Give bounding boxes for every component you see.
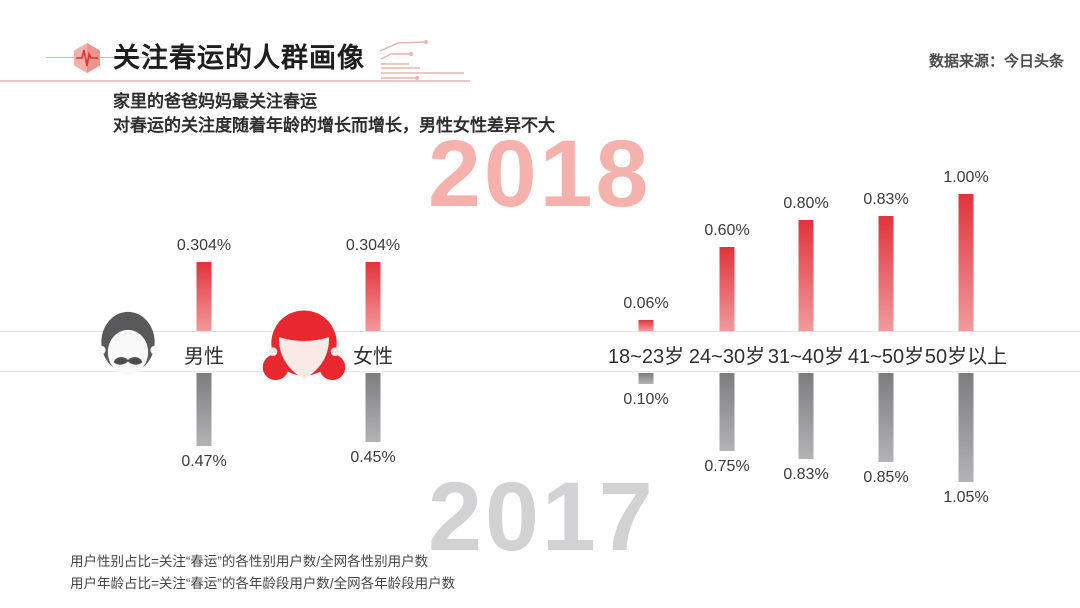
footnotes: 用户性别占比=关注“春运”的各性别用户数/全网各性别用户数 用户年龄占比=关注“…: [70, 551, 455, 595]
bar-2017: [196, 373, 212, 446]
pulse-hexagon-icon: [74, 43, 100, 73]
category-label: 31~40岁: [767, 346, 845, 368]
bar-2018: [958, 194, 974, 331]
data-source-label: 数据来源：今日头条: [928, 53, 1064, 70]
footnote-line-1: 用户性别占比=关注“春运”的各性别用户数/全网各性别用户数: [70, 554, 429, 569]
bar-2017: [719, 373, 735, 451]
bar-2018: [798, 220, 814, 331]
footnote-line-2: 用户年龄占比=关注“春运”的各年龄段用户数/全网各年龄段用户数: [70, 576, 456, 591]
value-label-2017: 0.10%: [623, 391, 669, 408]
category-label: 女性: [353, 346, 393, 368]
bar-2017: [638, 373, 654, 384]
bar-2018: [719, 247, 735, 331]
female-avatar-icon: [262, 310, 346, 381]
axis-band: [0, 331, 1080, 372]
circuit-decoration-icon: [379, 40, 464, 80]
category-label: 18~23岁: [607, 346, 685, 368]
title-underline: [0, 80, 470, 82]
value-label-2018: 1.00%: [943, 169, 989, 186]
value-label-2018: 0.304%: [345, 237, 401, 254]
value-label-2018: 0.304%: [176, 237, 232, 254]
page-title: 关注春运的人群画像: [113, 43, 365, 73]
category-label: 41~50岁: [847, 346, 925, 368]
chart-column-age-24-30: 0.60% 24~30岁 0.75%: [652, 0, 802, 608]
value-label-2017: 0.85%: [863, 469, 909, 486]
bar-2017: [365, 373, 381, 442]
bar-2018: [196, 262, 212, 331]
year-2017-watermark: 2017: [428, 462, 656, 571]
chart-column-age-41-50: 0.83% 41~50岁 0.85%: [811, 0, 961, 608]
category-label: 男性: [184, 346, 224, 368]
male-avatar-icon: [97, 311, 159, 375]
category-label: 24~30岁: [688, 346, 766, 368]
chart-column-male: 0.304% 男性 0.47%: [129, 0, 279, 608]
bar-2017: [798, 373, 814, 459]
bar-2018: [365, 262, 381, 331]
chart-column-age-18-23: 0.06% 18~23岁 0.10%: [571, 0, 721, 608]
chart-column-age-31-40: 0.80% 31~40岁 0.83%: [731, 0, 881, 608]
value-label-2018: 0.80%: [783, 195, 829, 212]
bar-2017: [878, 373, 894, 462]
value-label-2017: 0.45%: [350, 449, 396, 466]
value-label-2017: 0.75%: [704, 458, 750, 475]
bar-2017: [958, 373, 974, 482]
bar-2018: [878, 216, 894, 331]
value-label-2018: 0.83%: [863, 191, 909, 208]
header-accent-line: [46, 57, 162, 58]
subtitle-line-1: 家里的爸爸妈妈最关注春运: [113, 92, 317, 111]
value-label-2017: 1.05%: [943, 489, 989, 506]
year-2018-watermark: 2018: [428, 121, 652, 227]
category-label: 50岁以上: [924, 346, 1008, 368]
subtitle: 家里的爸爸妈妈最关注春运 对春运的关注度随着年龄的增长而增长，男性女性差异不大: [113, 90, 555, 138]
value-label-2018: 0.60%: [704, 222, 750, 239]
chart-column-female: 0.304% 女性 0.45%: [298, 0, 448, 608]
value-label-2017: 0.47%: [181, 453, 227, 470]
value-label-2018: 0.06%: [623, 295, 669, 312]
chart-column-age-50-plus: 1.00% 50岁以上 1.05%: [891, 0, 1041, 608]
bar-2018: [638, 320, 654, 331]
value-label-2017: 0.83%: [783, 466, 829, 483]
subtitle-line-2: 对春运的关注度随着年龄的增长而增长，男性女性差异不大: [113, 116, 555, 135]
